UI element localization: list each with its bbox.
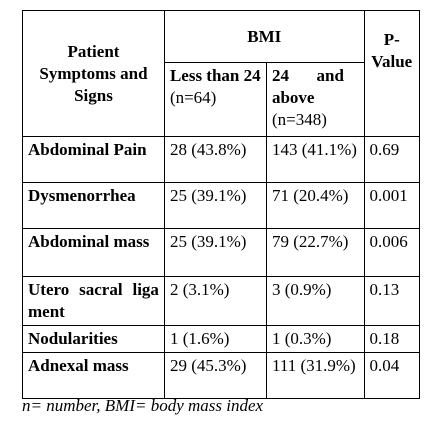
header-cell: BMI: [163, 10, 365, 63]
cell: 0.18: [363, 325, 421, 353]
table-row: Adnexal mass 29 (45.3%) 111 (31.9%) 0.04: [22, 352, 421, 399]
data-table: Patient Symptoms and Signs BMI P-Value L…: [22, 10, 421, 399]
cell: 111 (31.9%): [265, 352, 365, 399]
cell: 71 (20.4%): [265, 182, 365, 229]
cell: 25 (39.1%): [163, 228, 267, 277]
cell: 0.006: [363, 228, 421, 277]
cell: 28 (43.8%): [163, 136, 267, 183]
row-label: Abdominal Pain: [22, 136, 165, 183]
cell: 1 (0.3%): [265, 325, 365, 353]
row-label: Utero sacral ligament: [22, 276, 165, 326]
table-row: Dysmenorrhea 25 (39.1%) 71 (20.4%) 0.001: [22, 182, 421, 229]
row-label: Adnexal mass: [22, 352, 165, 399]
header-row: Less than 24 (n=64) 24 and above (n=348): [23, 62, 420, 137]
header-cell: P-Value: [363, 10, 421, 137]
cell: 143 (41.1%): [265, 136, 365, 183]
header-row: Patient Symptoms and Signs BMI P-Value: [22, 10, 421, 137]
row-label: Dysmenorrhea: [22, 182, 165, 229]
cell: 2 (3.1%): [163, 276, 267, 326]
cell: 0.001: [363, 182, 421, 229]
header-cell: Patient Symptoms and Signs: [22, 10, 165, 137]
footnote: n= number, BMI= body mass index: [22, 396, 264, 415]
table-body: Abdominal Pain 28 (43.8%) 143 (41.1%) 0.69 D…: [22, 136, 421, 399]
cell: 0.69: [363, 136, 421, 183]
table-row: Nodularities 1 (1.6%) 1 (0.3%) 0.18: [22, 325, 421, 353]
cell: 3 (0.9%): [265, 276, 365, 326]
group-label: 24 and above: [271, 66, 344, 107]
cell: 0.04: [363, 352, 421, 399]
row-label: Abdominal mass: [22, 228, 165, 277]
row-label: Nodularities: [22, 325, 165, 353]
cell: 0.13: [363, 276, 421, 326]
cell: 79 (22.7%): [265, 228, 365, 277]
group-n: (n=348): [271, 110, 327, 129]
cell: 29 (45.3%): [163, 352, 267, 399]
cell: 25 (39.1%): [163, 182, 267, 229]
group-cell: 24 and above (n=348): [265, 62, 365, 137]
table-row: Abdominal Pain 28 (43.8%) 143 (41.1%) 0.69: [22, 136, 421, 183]
group-cell: Less than 24 (n=64): [163, 62, 267, 137]
group-label: Less than 24: [169, 66, 261, 85]
group-n: (n=64): [169, 88, 217, 107]
cell: 1 (1.6%): [163, 325, 267, 353]
table-row: Abdominal mass 25 (39.1%) 79 (22.7%) 0.006: [22, 228, 421, 277]
table-row: Utero sacral ligament 2 (3.1%) 3 (0.9%) 0.1…: [22, 276, 421, 326]
